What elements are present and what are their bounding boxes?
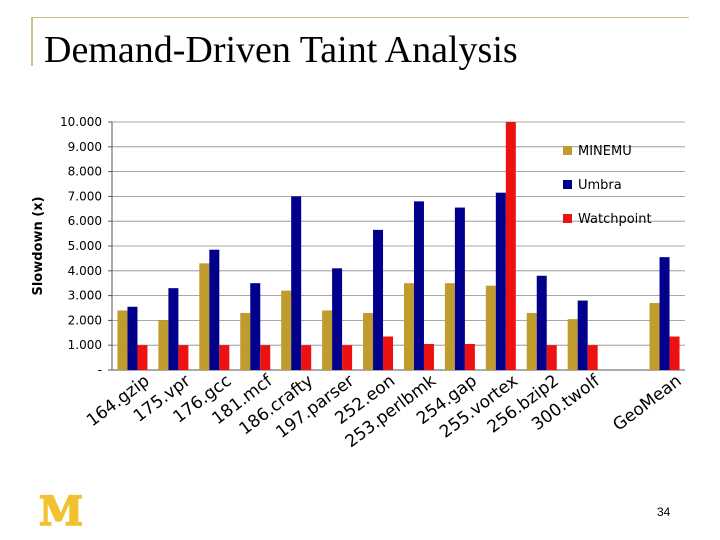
- y-tick-label: 9.000: [68, 140, 102, 154]
- bar-umbra: [495, 192, 506, 370]
- bar-minemu: [240, 312, 251, 370]
- bar-watchpoint: [464, 343, 475, 370]
- y-tick-label: 10.000: [60, 115, 102, 129]
- bar-umbra: [209, 249, 220, 370]
- bar-umbra: [454, 207, 465, 370]
- bar-watchpoint: [342, 345, 353, 370]
- y-tick-label: 3.000: [68, 289, 102, 303]
- bar-umbra: [659, 257, 670, 370]
- bar-minemu: [199, 263, 210, 370]
- bar-watchpoint: [669, 336, 680, 370]
- y-tick-label: -: [98, 363, 102, 377]
- logo-letter: M: [39, 493, 83, 529]
- bar-minemu: [649, 303, 660, 370]
- bar-umbra: [413, 201, 424, 370]
- legend-swatch-umbra: [563, 180, 572, 189]
- bar-watchpoint: [260, 345, 271, 370]
- bar-watchpoint: [219, 345, 230, 370]
- bar-watchpoint: [423, 343, 434, 370]
- legend-label: MINEMU: [578, 144, 632, 159]
- x-tick-label: GeoMean: [609, 371, 685, 435]
- y-tick-label: 5.000: [68, 239, 102, 253]
- bar-umbra: [536, 275, 547, 370]
- title-rule-horizontal: [31, 17, 689, 18]
- bar-minemu: [281, 290, 292, 370]
- bar-umbra: [127, 306, 138, 370]
- bar-minemu: [363, 312, 374, 370]
- bar-umbra: [168, 288, 179, 370]
- bar-minemu: [485, 285, 496, 370]
- legend-swatch-watchpoint: [563, 214, 572, 223]
- bar-watchpoint: [383, 336, 394, 370]
- y-axis-ticks: - 1.000 2.000 3.000 4.000 5.000 6.000 7.000 8.00…: [60, 115, 112, 377]
- y-tick-label: 6.000: [68, 214, 102, 228]
- title-rule-vertical: [31, 18, 33, 66]
- bars: [117, 122, 680, 370]
- bar-umbra: [373, 229, 384, 370]
- y-tick-label: 7.000: [68, 189, 102, 203]
- bar-watchpoint: [587, 345, 598, 370]
- y-tick-label: 4.000: [68, 264, 102, 278]
- bar-minemu: [567, 319, 578, 370]
- y-tick-label: 2.000: [68, 313, 102, 327]
- bar-watchpoint: [546, 345, 557, 370]
- y-tick-label: 8.000: [68, 165, 102, 179]
- legend: MINEMU Umbra Watchpoint: [563, 144, 652, 227]
- bar-minemu: [117, 310, 128, 370]
- legend-swatch-minemu: [563, 146, 572, 155]
- legend-label: Umbra: [578, 178, 622, 193]
- y-axis-label: Slowdown (x): [31, 196, 46, 295]
- bar-minemu: [444, 283, 455, 370]
- bar-umbra: [291, 196, 302, 370]
- bar-watchpoint: [301, 345, 312, 370]
- bar-minemu: [158, 320, 169, 370]
- slide-title: Demand-Driven Taint Analysis: [44, 29, 518, 71]
- legend-label: Watchpoint: [578, 212, 652, 227]
- bar-minemu: [403, 283, 414, 370]
- y-tick-label: 1.000: [68, 338, 102, 352]
- grid-lines: [111, 121, 685, 371]
- bar-watchpoint: [178, 345, 189, 370]
- bar-umbra: [250, 283, 261, 370]
- page-number: 34: [657, 505, 671, 519]
- bar-watchpoint: [137, 345, 148, 370]
- university-logo: M: [38, 493, 84, 529]
- bar-minemu: [322, 310, 333, 370]
- bar-minemu: [526, 312, 537, 370]
- x-axis-ticks: 164.gzip175.vpr176.gcc181.mcf186.crafty1…: [83, 370, 685, 452]
- bar-watchpoint: [505, 122, 516, 370]
- bar-umbra: [577, 300, 588, 370]
- bar-umbra: [332, 268, 343, 370]
